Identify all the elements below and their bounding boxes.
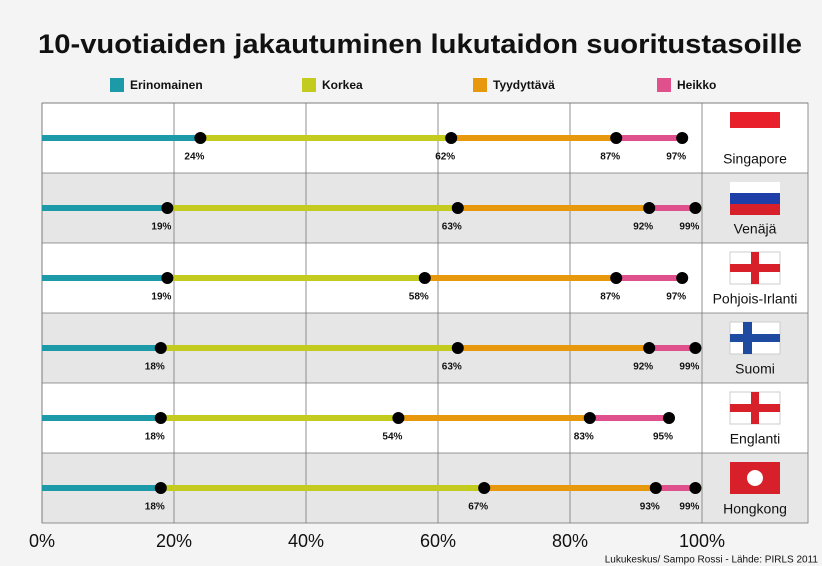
dot (689, 482, 702, 494)
legend-label: Heikko (677, 78, 716, 92)
dot (154, 412, 167, 424)
flag (730, 128, 780, 144)
value-label: 99% (679, 362, 699, 373)
category-label: Venäjä (734, 221, 777, 237)
dot (643, 202, 656, 214)
chart-title: 10-vuotiaiden jakautuminen lukutaidon su… (38, 29, 802, 59)
dot (689, 342, 702, 354)
dot (649, 482, 662, 494)
flag (730, 182, 780, 193)
legend-label: Erinomainen (130, 78, 203, 92)
flag (730, 334, 780, 342)
dot (643, 342, 656, 354)
category-label: Englanti (730, 431, 781, 447)
dot (154, 342, 167, 354)
value-label: 97% (666, 292, 686, 303)
category-label: Singapore (723, 151, 787, 167)
dot (663, 412, 675, 424)
dot (445, 132, 458, 144)
legend-swatch (473, 78, 487, 92)
value-label: 87% (600, 292, 620, 303)
value-label: 67% (468, 502, 488, 513)
legend-label: Tyydyttävä (493, 78, 555, 92)
dot (676, 272, 689, 284)
category-label: Pohjois-Irlanti (713, 291, 798, 307)
flag (747, 470, 763, 486)
flag (730, 193, 780, 204)
legend-swatch (110, 78, 124, 92)
value-label: 92% (633, 362, 653, 373)
value-label: 83% (574, 432, 594, 443)
flags (729, 112, 781, 494)
dot (610, 272, 623, 284)
x-tick-label: 100% (679, 531, 725, 551)
dot (451, 202, 464, 214)
flag (730, 404, 780, 412)
value-label: 95% (653, 432, 673, 443)
dot (689, 202, 702, 214)
x-tick-label: 20% (156, 531, 192, 551)
dot (610, 132, 623, 144)
value-label: 97% (666, 152, 686, 163)
category-label: Hongkong (723, 501, 787, 517)
value-label: 54% (382, 432, 402, 443)
dot (194, 132, 207, 144)
value-label: 63% (442, 222, 462, 233)
dot (418, 272, 431, 284)
plot-border (41, 102, 809, 524)
value-label: 99% (679, 502, 699, 513)
dot (676, 132, 689, 144)
value-label: 87% (600, 152, 620, 163)
dot (161, 272, 174, 284)
value-label: 62% (435, 152, 455, 163)
value-label: 18% (145, 502, 165, 513)
dot (154, 482, 167, 494)
flag (730, 264, 780, 272)
dot (451, 342, 464, 354)
dot (478, 482, 491, 494)
x-tick-label: 60% (420, 531, 456, 551)
category-label: Suomi (735, 361, 775, 377)
flag (730, 204, 780, 215)
value-label: 18% (145, 432, 165, 443)
value-label: 58% (409, 292, 429, 303)
value-label: 92% (633, 222, 653, 233)
dot (392, 412, 405, 424)
dot (161, 202, 174, 214)
value-label: 63% (442, 362, 462, 373)
source: Lukukeskus/ Sampo Rossi - Lähde: PIRLS 2… (605, 555, 819, 566)
value-label: 93% (640, 502, 660, 513)
value-label: 24% (184, 152, 204, 163)
plot-area: 0% 20% 40% 60% 80% 100% Erinomainen Korkea Tyydy… (29, 78, 809, 551)
dot (583, 412, 596, 424)
x-tick-label: 40% (288, 531, 324, 551)
legend-label: Korkea (322, 78, 363, 92)
x-tick-label: 0% (29, 531, 55, 551)
value-label: 99% (679, 222, 699, 233)
value-label: 19% (151, 292, 171, 303)
legend-swatch (657, 78, 671, 92)
value-label: 19% (151, 222, 171, 233)
legend-swatch (302, 78, 316, 92)
value-label: 18% (145, 362, 165, 373)
x-tick-label: 80% (552, 531, 588, 551)
